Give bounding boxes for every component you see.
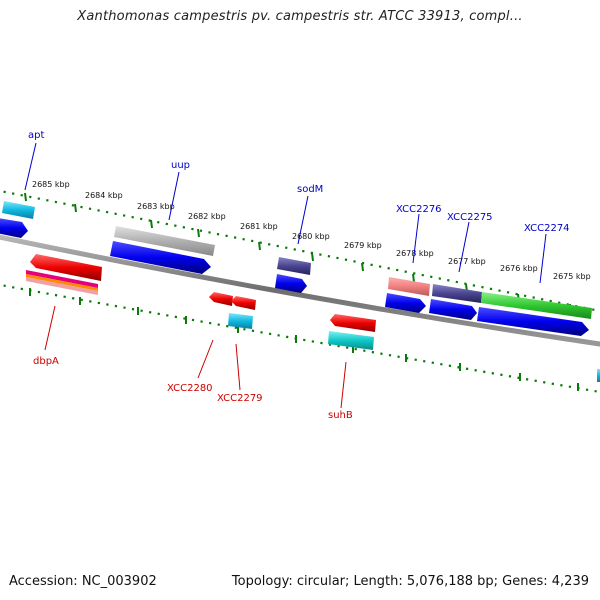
feature-sodM — [277, 257, 311, 275]
tick-label: 2679 kbp — [344, 241, 382, 250]
gene-label-apt: apt — [28, 130, 44, 141]
cds-uup-arrow — [110, 241, 211, 274]
tick-label: 2681 kbp — [240, 222, 278, 231]
tick-label: 2683 kbp — [137, 202, 175, 211]
feature-XCC2275 — [432, 284, 482, 303]
feature-suhB — [328, 331, 374, 350]
gene-label-XCC2276: XCC2276 — [396, 204, 442, 215]
cds-XCC2276-arrow — [385, 293, 426, 313]
tick-labels: 2685 kbp 2684 kbp 2683 kbp 2682 kbp 2681… — [32, 180, 591, 281]
feature-dbpA-band-3 — [26, 277, 98, 295]
gene-label-sodM: sodM — [297, 184, 323, 195]
gene-label-suhB: suhB — [328, 410, 353, 421]
tick-label: 2676 kbp — [500, 264, 538, 273]
tick-label: 2684 kbp — [85, 191, 123, 200]
tick-label: 2685 kbp — [32, 180, 70, 189]
map-title: Xanthomonas campestris pv. campestris st… — [77, 9, 523, 24]
feature-dbpA-band-1 — [26, 270, 98, 288]
feature-XCC2276 — [388, 277, 430, 296]
reverse-gene-labels — [44, 305, 347, 409]
accession-text: Accession: NC_003902 — [9, 574, 157, 589]
gene-label-XCC2275: XCC2275 — [447, 212, 493, 223]
forward-feature-row[interactable] — [2, 201, 592, 319]
gene-label-uup: uup — [171, 160, 190, 171]
tick-label: 2678 kbp — [396, 249, 434, 258]
forward-cds-row[interactable] — [0, 218, 589, 336]
gene-label-XCC2279: XCC2279 — [217, 393, 263, 404]
cds-suhB-arrow — [330, 314, 376, 332]
reverse-cds-row[interactable] — [30, 254, 376, 332]
feature-edge-marker — [597, 369, 600, 382]
cds-sodM-arrow — [275, 274, 307, 293]
reverse-feature-row[interactable] — [26, 270, 600, 382]
tick-label: 2677 kbp — [448, 257, 486, 266]
gene-label-dbpA: dbpA — [33, 356, 59, 367]
feature-XCC2274 — [481, 292, 592, 319]
forward-gene-labels — [24, 142, 547, 284]
genome-summary-text: Topology: circular; Length: 5,076,188 bp… — [231, 574, 589, 589]
feature-apt — [2, 201, 35, 219]
genome-backbone — [0, 234, 600, 347]
cds-apt-arrow — [0, 218, 28, 238]
cds-XCC2279-arrow — [231, 296, 256, 310]
tick-label: 2675 kbp — [553, 272, 591, 281]
outer-tick-ruler — [0, 189, 600, 313]
feature-dbpA-band-2 — [26, 274, 98, 291]
gene-label-XCC2280: XCC2280 — [167, 383, 213, 394]
tick-label: 2680 kbp — [292, 232, 330, 241]
feature-uup-homolog — [114, 226, 215, 256]
cds-XCC2275-arrow — [429, 299, 477, 320]
feature-XCC2279 — [228, 313, 253, 329]
gene-label-XCC2274: XCC2274 — [524, 223, 570, 234]
tick-label: 2682 kbp — [188, 212, 226, 221]
cds-dbpA-arrow — [30, 254, 102, 281]
cds-XCC2274-arrow — [477, 307, 589, 336]
cds-XCC2280-arrow — [209, 292, 233, 306]
